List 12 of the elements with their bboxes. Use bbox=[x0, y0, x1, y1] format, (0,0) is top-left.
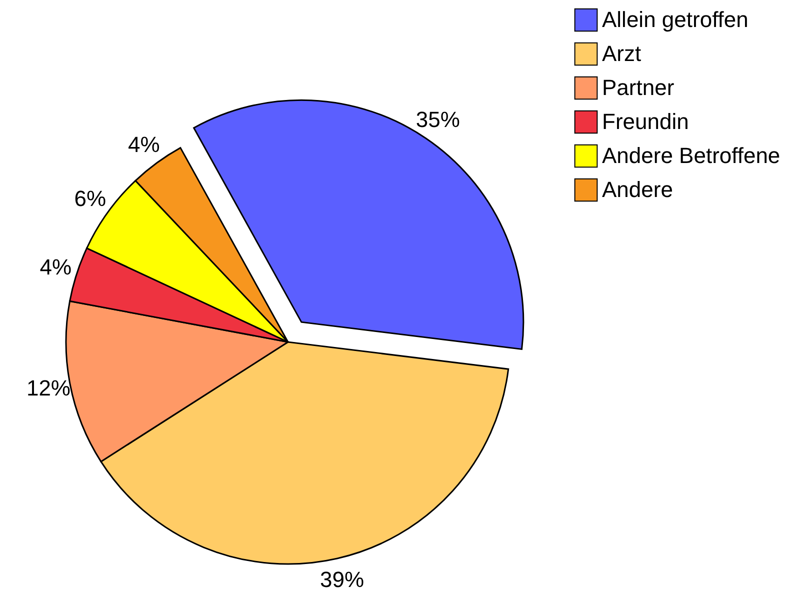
legend-label: Freundin bbox=[602, 109, 689, 134]
data-label: 4% bbox=[40, 254, 72, 280]
legend-label: Partner bbox=[602, 75, 674, 100]
data-label: 6% bbox=[74, 186, 106, 212]
legend-label: Allein getroffen bbox=[602, 7, 748, 32]
data-label: 12% bbox=[26, 376, 70, 401]
legend-label: Arzt bbox=[602, 41, 642, 66]
data-label: 39% bbox=[320, 566, 364, 592]
legend-label: Andere bbox=[602, 177, 673, 202]
legend-label: Andere Betroffene bbox=[602, 143, 780, 168]
data-label: 35% bbox=[416, 106, 460, 132]
data-label: 4% bbox=[128, 132, 160, 158]
